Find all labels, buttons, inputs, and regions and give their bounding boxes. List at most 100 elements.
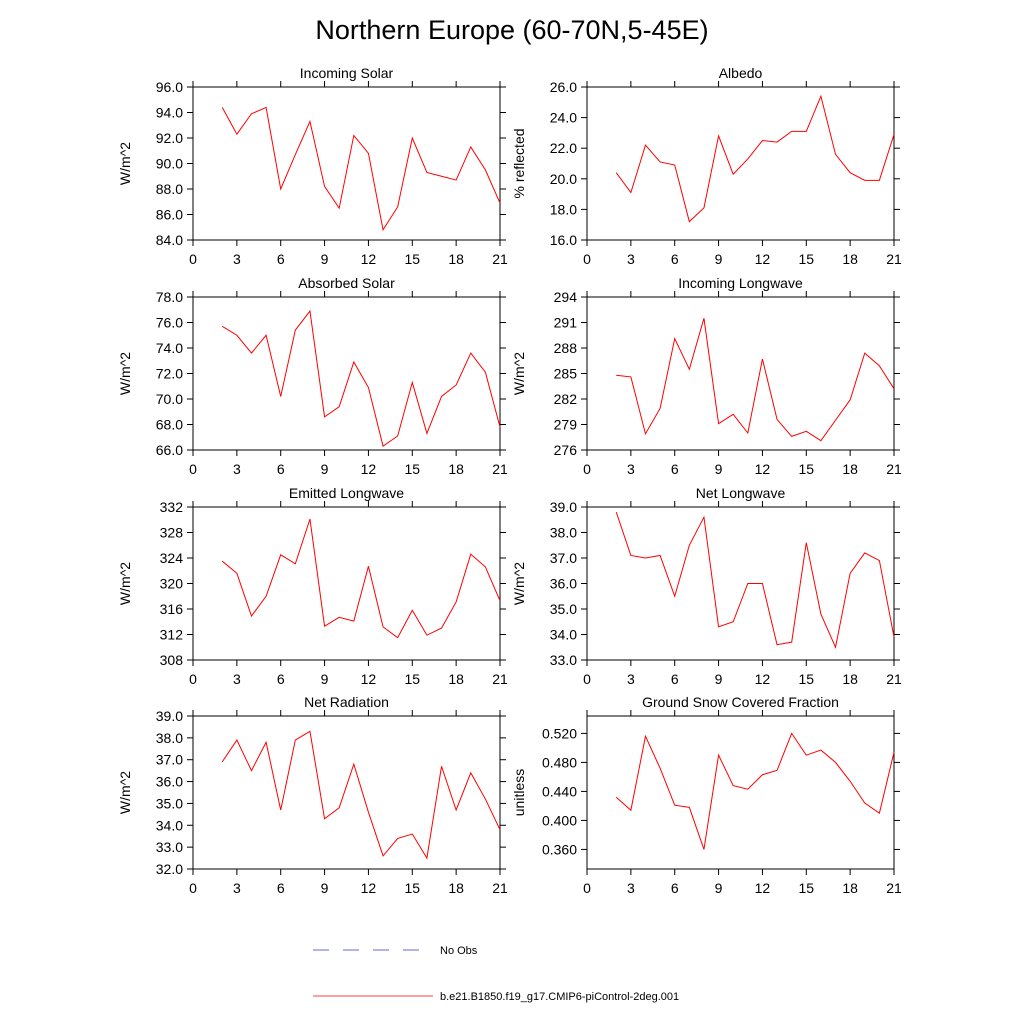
y-tick-label: 36.0 [156, 774, 183, 790]
x-tick-label: 9 [321, 671, 329, 687]
x-tick-label: 12 [755, 880, 771, 896]
y-tick-label: 86.0 [156, 207, 183, 223]
plot-frame [192, 296, 501, 451]
y-tick-label: 32.0 [156, 861, 183, 877]
x-tick-label: 15 [404, 461, 420, 477]
y-tick-label: 36.0 [550, 576, 577, 592]
y-tick-label: 276 [554, 442, 578, 458]
x-tick-label: 21 [886, 251, 902, 267]
x-tick-label: 9 [321, 880, 329, 896]
y-tick-label: 285 [554, 366, 578, 382]
x-tick-label: 18 [842, 461, 858, 477]
y-tick-label: 324 [160, 550, 184, 566]
x-tick-label: 3 [233, 251, 241, 267]
y-tick-label: 78.0 [156, 289, 183, 305]
series-line [615, 511, 895, 649]
panel-title: Albedo [719, 65, 763, 81]
x-tick-label: 3 [233, 880, 241, 896]
y-tick-label: 0.400 [542, 812, 577, 828]
panel-title: Net Radiation [304, 694, 389, 710]
series-line [616, 318, 895, 442]
x-tick-label: 15 [798, 880, 814, 896]
x-tick-label: 18 [448, 880, 464, 896]
y-axis-label: W/m^2 [117, 771, 133, 814]
x-tick-label: 21 [492, 461, 508, 477]
x-tick-label: 18 [842, 671, 858, 687]
y-tick-label: 0.480 [542, 754, 577, 770]
y-tick-label: 94.0 [156, 105, 183, 121]
y-tick-label: 0.520 [542, 725, 577, 741]
x-tick-label: 0 [583, 671, 591, 687]
x-tick-label: 18 [448, 461, 464, 477]
x-tick-label: 18 [842, 880, 858, 896]
panel-title: Absorbed Solar [298, 275, 395, 291]
y-tick-label: 26.0 [550, 79, 577, 95]
x-tick-label: 9 [321, 251, 329, 267]
x-tick-label: 0 [189, 880, 197, 896]
x-tick-label: 3 [233, 671, 241, 687]
x-tick-label: 6 [671, 880, 679, 896]
x-tick-label: 18 [448, 671, 464, 687]
y-tick-label: 312 [160, 627, 184, 643]
x-tick-label: 12 [361, 880, 377, 896]
y-tick-label: 92.0 [156, 130, 183, 146]
x-tick-label: 6 [277, 461, 285, 477]
y-tick-label: 24.0 [550, 110, 577, 126]
y-tick-label: 34.0 [156, 817, 183, 833]
x-tick-label: 15 [798, 251, 814, 267]
y-tick-label: 72.0 [156, 366, 183, 382]
x-tick-label: 6 [671, 461, 679, 477]
x-tick-label: 15 [798, 671, 814, 687]
x-tick-label: 3 [627, 251, 635, 267]
x-tick-label: 18 [842, 251, 858, 267]
y-axis-label: % reflected [511, 128, 527, 198]
x-tick-label: 0 [189, 461, 197, 477]
y-tick-label: 33.0 [550, 652, 577, 668]
x-tick-label: 3 [627, 461, 635, 477]
y-axis-label: W/m^2 [117, 142, 133, 185]
plot-frame [586, 296, 895, 451]
x-tick-label: 6 [671, 671, 679, 687]
x-tick-label: 15 [798, 461, 814, 477]
panel-title: Net Longwave [696, 485, 786, 501]
y-tick-label: 288 [554, 340, 578, 356]
x-tick-label: 9 [715, 671, 723, 687]
y-axis-label: W/m^2 [117, 562, 133, 605]
x-tick-label: 21 [886, 461, 902, 477]
y-tick-label: 33.0 [156, 839, 183, 855]
y-tick-label: 279 [554, 417, 578, 433]
y-tick-label: 34.0 [550, 627, 577, 643]
y-tick-label: 84.0 [156, 232, 183, 248]
x-tick-label: 3 [627, 880, 635, 896]
y-tick-label: 332 [160, 499, 184, 515]
panel-title: Incoming Solar [300, 65, 394, 81]
series-line [221, 518, 501, 639]
plot-frame [192, 506, 501, 661]
y-axis-label: W/m^2 [117, 352, 133, 395]
y-tick-label: 88.0 [156, 181, 183, 197]
series-line [221, 730, 501, 860]
panel-title: Incoming Longwave [678, 275, 803, 291]
panel-title: Ground Snow Covered Fraction [642, 694, 839, 710]
y-tick-label: 74.0 [156, 340, 183, 356]
series-line [615, 94, 895, 223]
x-tick-label: 12 [361, 461, 377, 477]
panel-title: Emitted Longwave [289, 485, 404, 501]
plot-frame [192, 715, 501, 870]
y-tick-label: 39.0 [550, 499, 577, 515]
series-line [221, 309, 501, 448]
x-tick-label: 9 [321, 461, 329, 477]
y-tick-label: 328 [160, 525, 184, 541]
y-axis-label: unitless [511, 769, 527, 816]
x-tick-label: 21 [886, 880, 902, 896]
y-tick-label: 38.0 [550, 525, 577, 541]
x-tick-label: 9 [715, 880, 723, 896]
y-tick-label: 39.0 [156, 708, 183, 724]
x-tick-label: 12 [755, 461, 771, 477]
x-tick-label: 0 [189, 671, 197, 687]
y-tick-label: 16.0 [550, 232, 577, 248]
x-tick-label: 6 [671, 251, 679, 267]
x-tick-label: 9 [715, 461, 723, 477]
y-tick-label: 90.0 [156, 156, 183, 172]
